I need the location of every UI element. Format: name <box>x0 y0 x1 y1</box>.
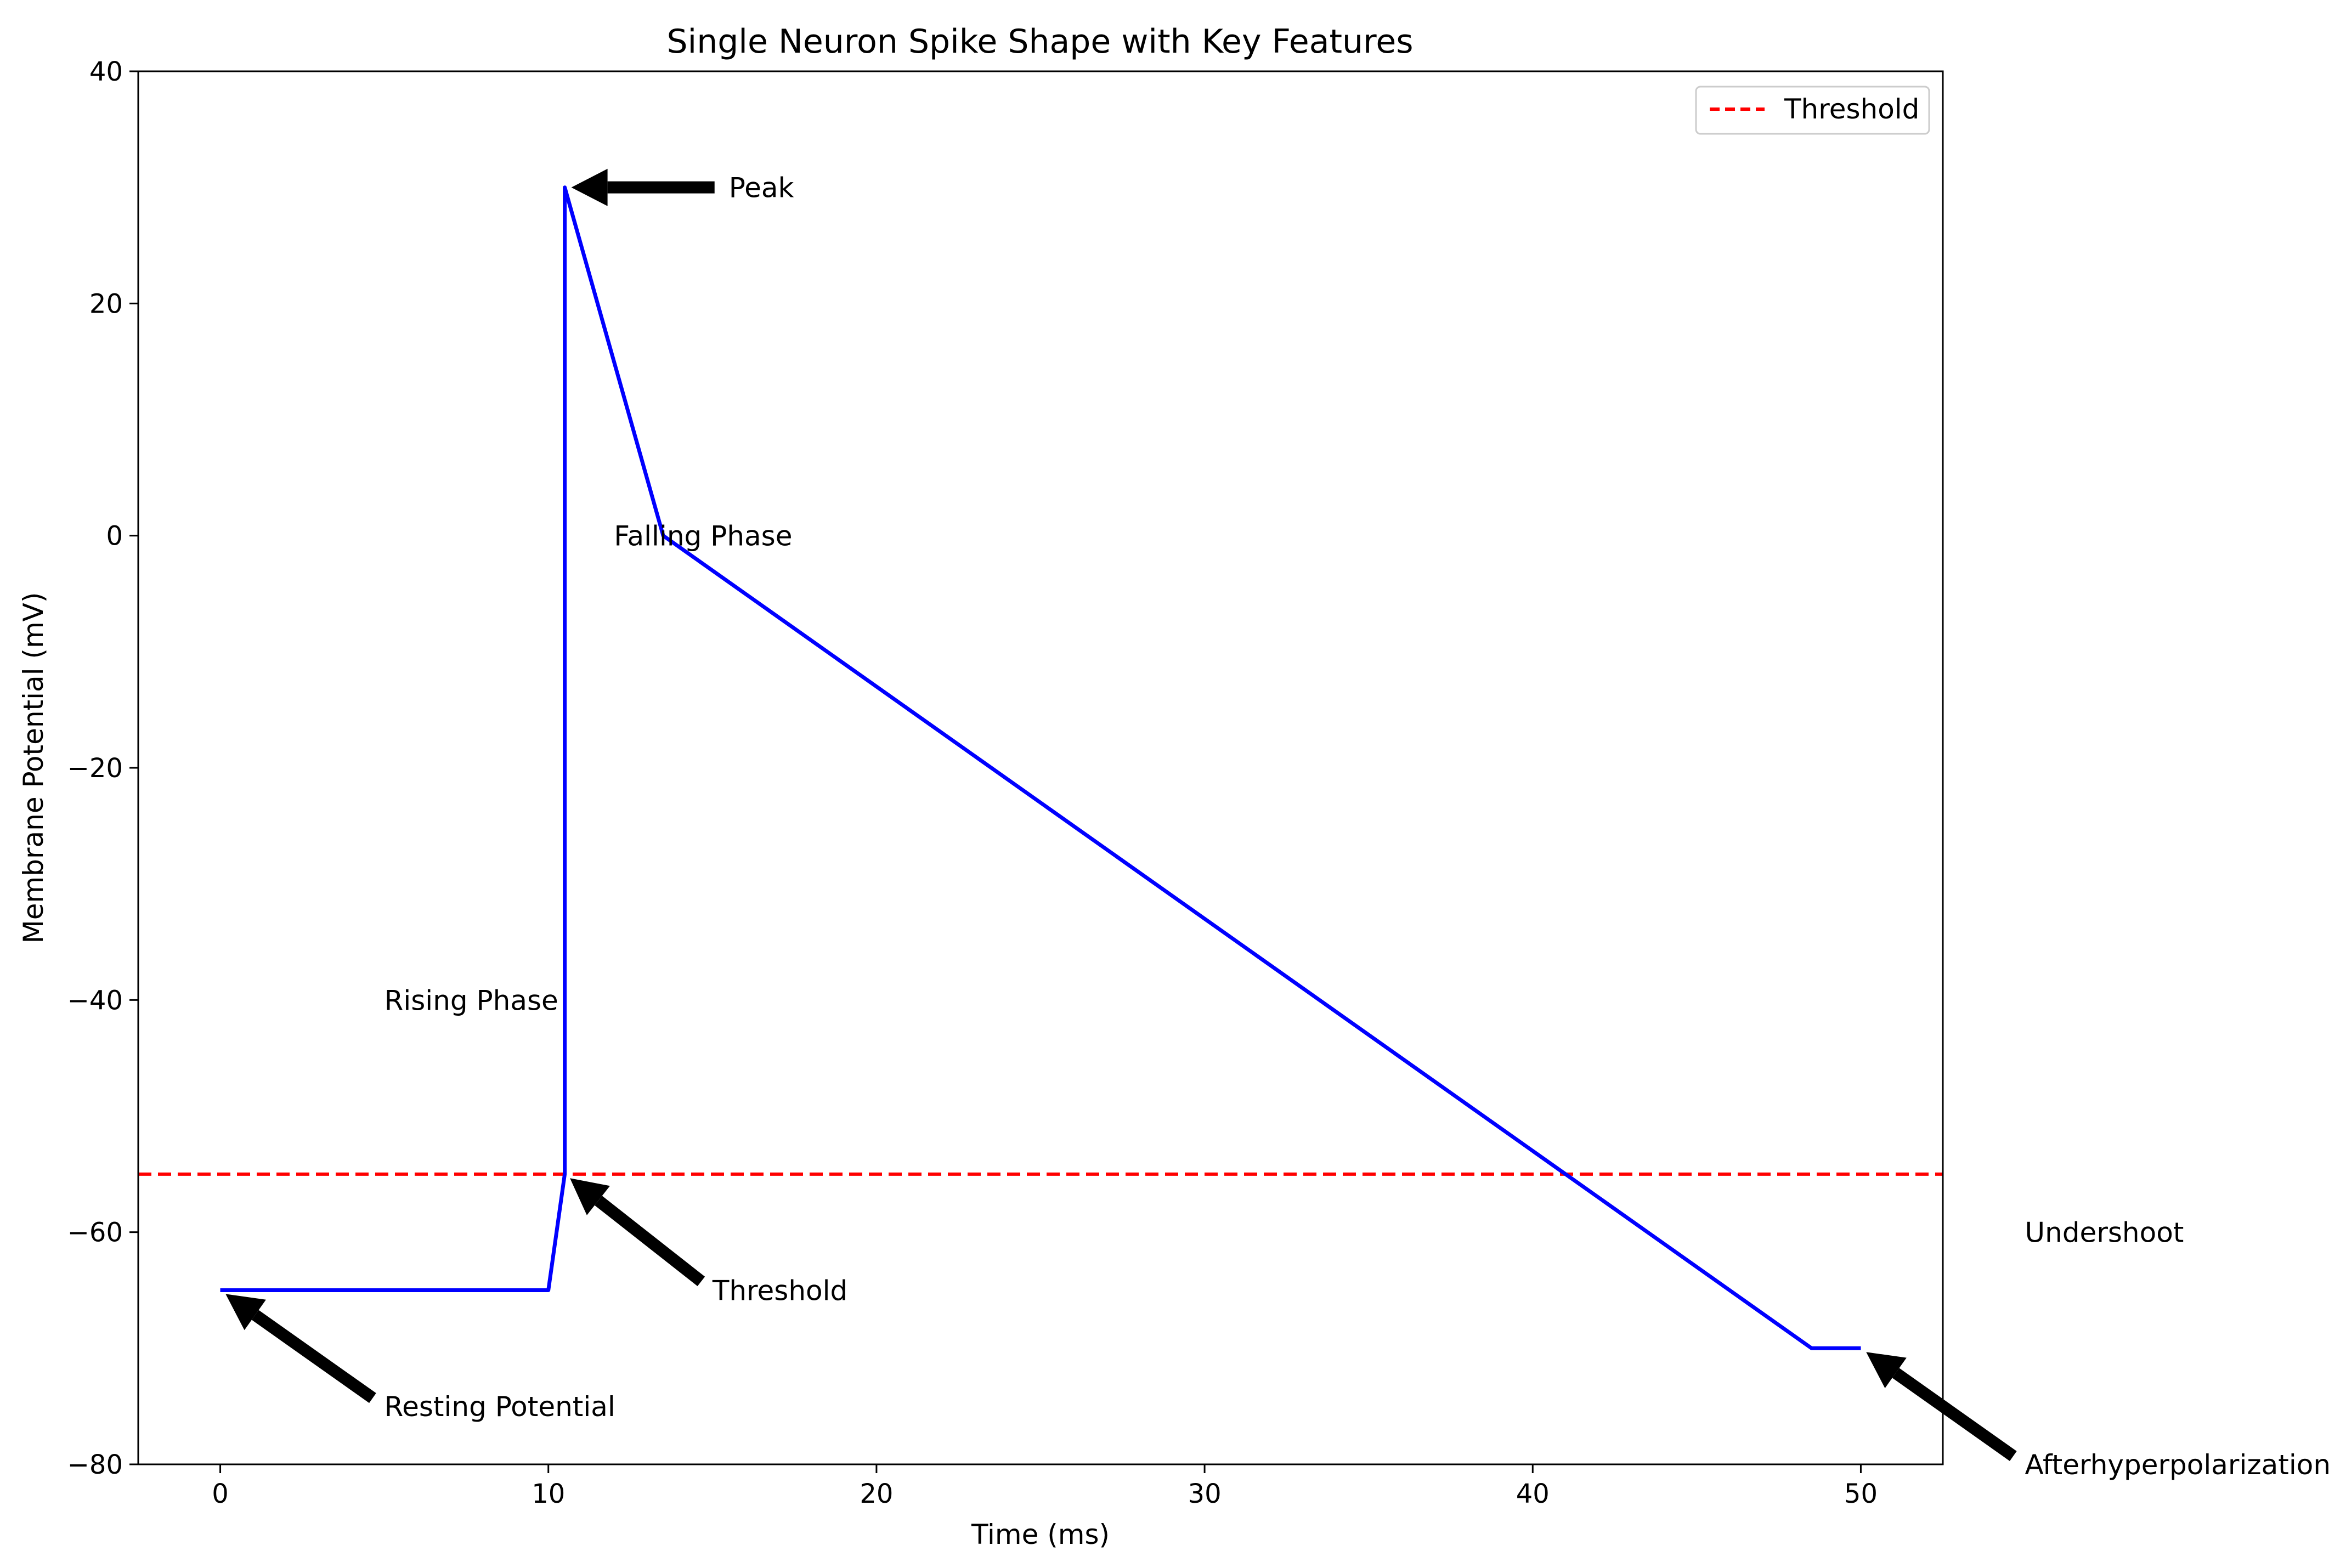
y-tick-label: 0 <box>106 521 123 552</box>
annotation-threshold: Threshold <box>712 1275 847 1307</box>
y-tick-label: −60 <box>67 1218 123 1248</box>
annotation-arrow-head <box>571 168 608 206</box>
x-tick-label: 50 <box>1844 1479 1878 1509</box>
spike-series-line <box>220 185 1861 1350</box>
annotation-arrow-head <box>570 1178 610 1215</box>
legend: Threshold <box>1695 86 1930 135</box>
annotation-arrow-head <box>1866 1352 1907 1389</box>
y-tick-label: −80 <box>67 1450 123 1480</box>
y-tick-label: −40 <box>67 985 123 1016</box>
legend-threshold-label: Threshold <box>1784 93 1919 125</box>
x-tick-label: 30 <box>1188 1479 1222 1509</box>
annotation-rising-phase: Rising Phase <box>385 984 558 1016</box>
legend-box <box>1695 86 1930 135</box>
y-tick-label: −20 <box>67 753 123 784</box>
annotation-arrow-head <box>225 1294 266 1331</box>
chart-title: Single Neuron Spike Shape with Key Featu… <box>666 22 1413 61</box>
x-tick-label: 10 <box>532 1479 565 1509</box>
annotation-resting-potential: Resting Potential <box>385 1391 615 1423</box>
y-tick-label: 20 <box>89 288 123 319</box>
annotation-arrow-shaft <box>251 1310 376 1403</box>
x-tick-label: 20 <box>860 1479 893 1509</box>
annotation-peak: Peak <box>729 172 794 204</box>
annotation-arrow-shaft <box>595 1196 705 1287</box>
annotation-falling-phase: Falling Phase <box>614 520 792 552</box>
annotation-afterhyperpolarization: Afterhyperpolarization <box>2025 1449 2331 1481</box>
annotation-arrow-shaft <box>1892 1368 2017 1461</box>
annotation-undershoot: Undershoot <box>2025 1217 2184 1249</box>
x-tick-label: 0 <box>212 1479 229 1509</box>
y-axis-label: Membrane Potential (mV) <box>18 592 49 944</box>
x-axis-label: Time (ms) <box>971 1519 1110 1550</box>
x-tick-label: 40 <box>1516 1479 1550 1509</box>
y-tick-label: 40 <box>89 56 123 87</box>
plot-frame <box>137 70 1944 1465</box>
